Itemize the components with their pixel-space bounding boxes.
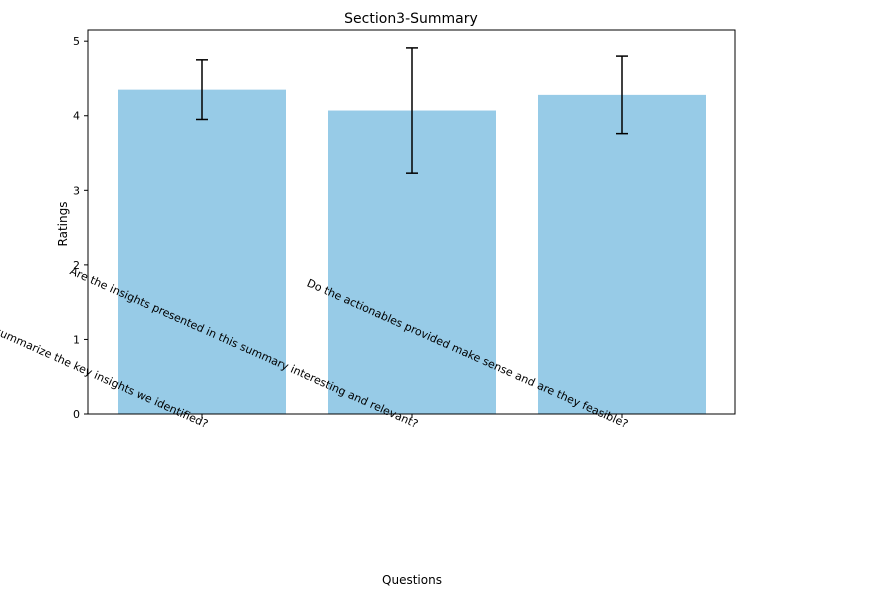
y-axis-label: Ratings <box>56 202 70 247</box>
bars-group <box>118 89 706 415</box>
error-bars-group <box>196 47 628 174</box>
y-tick-label: 4 <box>73 110 80 123</box>
bar-3 <box>538 94 706 414</box>
error-bar-3 <box>616 55 628 135</box>
chart-title: Section3-Summary <box>344 11 478 27</box>
bar-1 <box>118 89 286 414</box>
error-bar-1 <box>196 59 208 121</box>
y-tick-label: 3 <box>73 184 80 197</box>
y-tick-label: 0 <box>73 408 80 421</box>
x-axis: Does the flag accurately summarize the k… <box>0 264 630 430</box>
y-tick-label: 1 <box>73 333 80 346</box>
y-tick-label: 5 <box>73 35 80 48</box>
x-axis-label: Questions <box>382 573 442 587</box>
y-axis: 0 1 2 3 4 5 <box>73 35 88 421</box>
y-tick-label: 2 <box>73 259 80 272</box>
error-bar-2 <box>406 47 418 174</box>
